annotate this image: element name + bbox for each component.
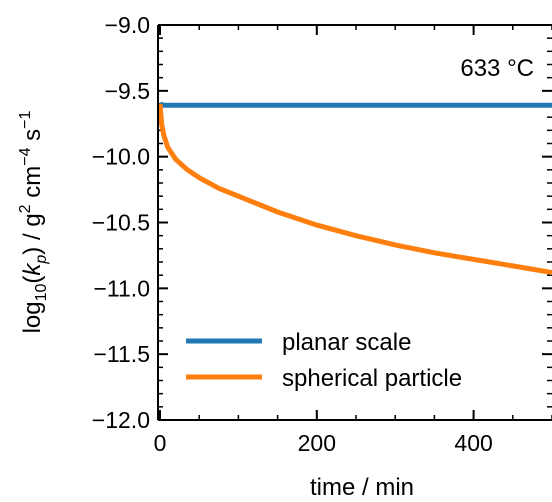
series-line-spherical-particle [158, 103, 552, 275]
y-tick-label: −11.5 [94, 341, 151, 367]
y-tick-label: −10.0 [92, 144, 150, 170]
y-axis-label: log10(kp) / g2 cm−4 s−1 [17, 110, 50, 333]
tick-labels: −9.0 −9.5 −10.0 −10.5 −11.0 −11.5 −12.00 200 400 [92, 12, 493, 456]
y-tick-label: −11.0 [94, 275, 151, 301]
x-tick-label: 200 [298, 430, 336, 456]
y-tick-label: −12.0 [92, 407, 150, 433]
y-tick-label: −9.0 [105, 12, 150, 38]
series-layer [158, 101, 552, 275]
y-tick-label: −9.5 [105, 78, 150, 104]
y-tick-label: −10.5 [92, 210, 150, 236]
x-axis-label: time / min [310, 474, 414, 501]
temperature-annotation: 633 °C [460, 55, 534, 82]
legend: planar scale spherical particle [186, 329, 462, 392]
legend-label-spherical-particle: spherical particle [282, 365, 462, 392]
series-line-planar-scale [159, 101, 552, 108]
axis-ticks [158, 24, 552, 421]
x-tick-label: 0 [154, 430, 167, 456]
legend-label-planar-scale: planar scale [282, 329, 411, 356]
x-tick-label: 400 [454, 430, 492, 456]
